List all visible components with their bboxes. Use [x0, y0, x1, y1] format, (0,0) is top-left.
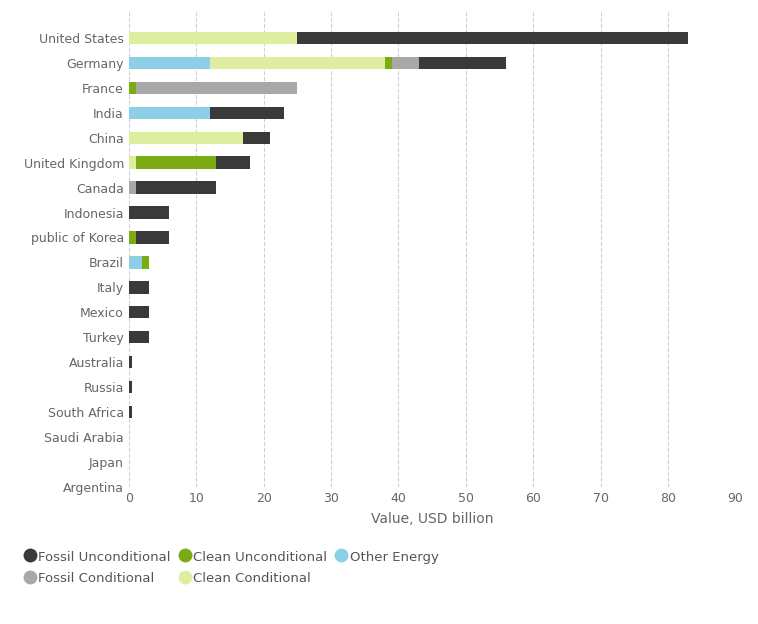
Bar [129, 207, 169, 219]
Bar [129, 182, 136, 194]
Bar [129, 256, 143, 268]
Legend: Fossil Unconditional, Fossil Conditional, Clean Unconditional, Clean Conditional: Fossil Unconditional, Fossil Conditional… [27, 550, 438, 585]
Bar [129, 406, 132, 418]
Bar [136, 232, 169, 244]
Bar [217, 157, 250, 169]
Bar [210, 57, 385, 69]
Bar [129, 57, 210, 69]
Bar [129, 306, 149, 318]
Bar [243, 132, 271, 144]
Bar [392, 57, 418, 69]
Bar [418, 57, 506, 69]
Bar [136, 157, 217, 169]
Bar [297, 32, 688, 44]
Bar [210, 107, 283, 119]
Bar [129, 356, 132, 368]
Bar [129, 331, 149, 343]
X-axis label: Value, USD billion: Value, USD billion [371, 512, 493, 525]
Bar [129, 232, 136, 244]
Bar [129, 32, 297, 44]
Bar [385, 57, 392, 69]
Bar [143, 256, 149, 268]
Bar [136, 82, 297, 94]
Bar [129, 132, 243, 144]
Bar [129, 281, 149, 293]
Bar [129, 107, 210, 119]
Bar [136, 182, 217, 194]
Bar [129, 157, 136, 169]
Bar [129, 82, 136, 94]
Bar [129, 381, 132, 393]
